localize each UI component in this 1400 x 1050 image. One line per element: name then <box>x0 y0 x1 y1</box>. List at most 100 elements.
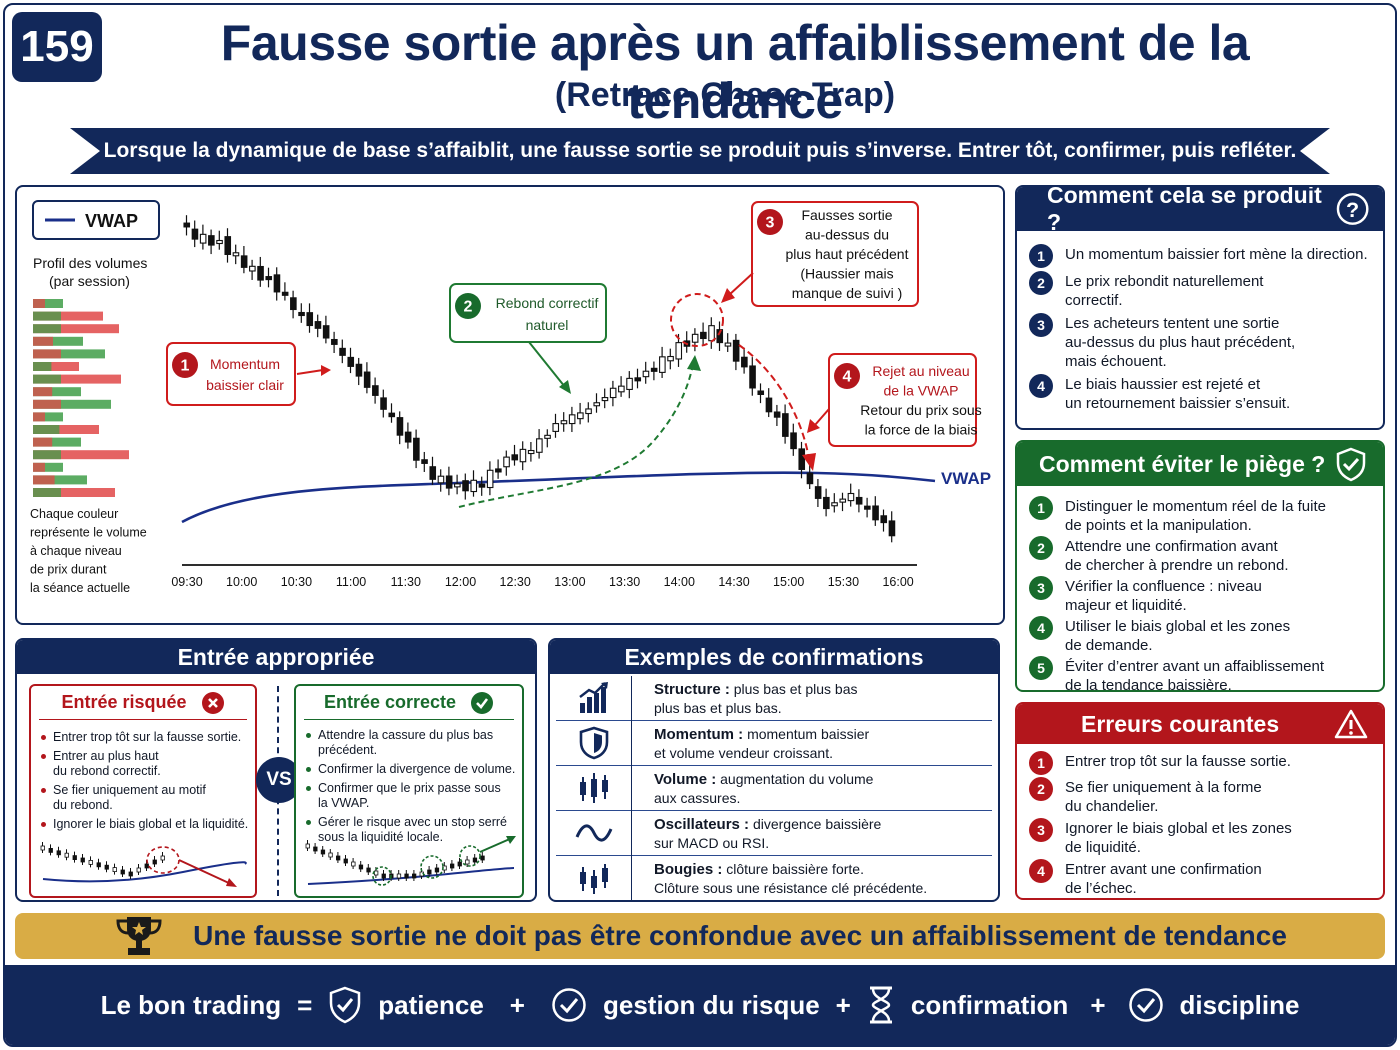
rejection-arrow-head <box>802 453 816 471</box>
list-item-line: mais échouent. <box>1065 353 1167 370</box>
x-tick-label: 14:30 <box>718 575 749 589</box>
candle-body <box>240 255 248 268</box>
profile-note-line: à chaque niveau <box>30 544 122 558</box>
step-number-badge: 2 <box>1029 271 1053 295</box>
candle-body <box>790 432 797 450</box>
example-line-1: Structure : plus bas et plus bas <box>654 680 857 699</box>
list-item-line: de la tendance baissière. <box>1065 677 1232 692</box>
list-item-line: Utiliser le biais global et les zones <box>1065 618 1291 635</box>
mini-candle-body <box>56 850 61 856</box>
footer-risk: gestion du risque <box>602 989 820 1020</box>
example-text-1: augmentation du volume <box>720 770 874 787</box>
candle-body <box>421 459 428 464</box>
list-item: 4 Utiliser le biais global et les zones de… <box>1029 616 1371 655</box>
example-text-1: divergence baissière <box>752 815 882 832</box>
avoid-panel: Comment éviter le piège ? 1 Distinguer le… <box>1015 440 1385 692</box>
list-item-text: Ignorer le biais global et les zones de l… <box>1065 819 1292 857</box>
list-item-text: Vérifier la confluence : niveau majeur et… <box>1065 577 1262 615</box>
candle-body <box>355 363 363 377</box>
profile-title: Profil des volumes <box>33 255 147 271</box>
check-circle-icon <box>552 988 586 1022</box>
footer-bar: Le bon trading = patience + gestion du r… <box>5 965 1395 1045</box>
bullet-item: Ignorer le biais global et la liquidité. <box>39 817 249 832</box>
callout-number-badge <box>834 363 860 389</box>
candle-body <box>503 456 510 468</box>
hourglass-icon <box>869 986 892 1024</box>
risky-entry-head: Entrée risquée <box>39 686 247 720</box>
volume-profile-bar-overlay <box>33 437 53 447</box>
footer-plus-1: + <box>509 989 525 1020</box>
mini-candle-body <box>88 859 93 865</box>
footer-patience: patience <box>378 989 484 1020</box>
candle-body <box>798 448 806 470</box>
x-tick-label: 12:00 <box>445 575 476 589</box>
example-row: Structure : plus bas et plus bas plus bas… <box>556 675 992 721</box>
list-item-line: Distinguer le momentum réel de la fuite <box>1065 498 1326 515</box>
example-text: Volume : augmentation du volume aux cassu… <box>632 770 873 807</box>
callout-line: Rejet au niveau <box>872 363 969 379</box>
callout-2-pointer-head <box>559 380 571 394</box>
example-line-1: Volume : augmentation du volume <box>654 770 873 789</box>
candle-body <box>880 515 888 524</box>
candle-body <box>437 475 445 484</box>
list-item-text: Entrer avant une confirmation de l’échec. <box>1065 860 1262 898</box>
mini-candle-body <box>305 843 310 849</box>
step-number-badge: 3 <box>1029 576 1053 600</box>
mini-candle-body <box>381 873 386 879</box>
mini-candle-body <box>336 855 341 861</box>
bullet-item: Confirmer que le prix passe sous la VWAP. <box>304 781 516 811</box>
list-item: 2 Attendre une confirmation avant de cherc… <box>1029 536 1371 575</box>
mini-candle-body <box>72 855 77 861</box>
step-number-badge: 5 <box>1029 656 1053 680</box>
bullet-line: Se fier uniquement au motif <box>53 783 206 797</box>
example-text-1: plus bas et plus bas <box>733 680 858 697</box>
example-line-1: Momentum : momentum baissier <box>654 725 869 744</box>
volume-profile-bar-overlay <box>33 488 61 497</box>
callout-line: la force de la biais <box>865 422 978 438</box>
list-item: 3 Ignorer le biais global et les zones de … <box>1029 818 1371 857</box>
list-item-text: Le prix rebondit naturellement correctif. <box>1065 272 1263 310</box>
callout-line: Fausses sortie <box>801 207 892 223</box>
volume-profile-bar <box>33 488 115 497</box>
callout-line: Retour du prix sous <box>860 402 981 418</box>
candle-body <box>396 417 404 436</box>
candle-body <box>208 235 215 246</box>
examples-list: Structure : plus bas et plus bas plus bas… <box>550 674 998 900</box>
x-tick-label: 10:00 <box>226 575 257 589</box>
chart-panel: VWAP Profil des volumes (par session) Chaqu… <box>15 185 1005 625</box>
vwap-line <box>181 471 936 524</box>
candle-body <box>183 222 191 228</box>
volume-profile-bar-overlay <box>33 462 45 472</box>
example-text-1: momentum baissier <box>747 725 870 742</box>
trophy-icon <box>116 917 162 955</box>
bullet-line: Entrer au plus haut <box>53 749 159 763</box>
candle-body <box>273 274 281 293</box>
bullet-line: du rebond correctif. <box>53 764 161 778</box>
volume-profile-bar-overlay <box>33 349 61 359</box>
candle-body <box>757 390 765 396</box>
step-number-badge: 3 <box>1029 313 1053 337</box>
example-text-2: sur MACD ou RSI. <box>654 834 770 851</box>
list-item: 2 Se fier uniquement à la forme du chandel… <box>1029 777 1371 816</box>
callout-box <box>828 353 977 447</box>
page-frame <box>3 3 1397 1047</box>
svg-text:?: ? <box>1346 198 1359 222</box>
candlestick-icon <box>556 856 632 900</box>
volume-profile-bar <box>33 374 121 384</box>
candle-body <box>618 385 625 393</box>
candle-body <box>232 252 240 257</box>
page-title: Fausse sortie après un affaiblissement d… <box>220 15 1250 129</box>
callout-line: Momentum <box>210 356 280 372</box>
mini-candle-body <box>160 855 165 861</box>
list-item-line: Se fier uniquement à la forme <box>1065 779 1262 796</box>
bullet-line: Gérer le risque avec un stop serré <box>318 815 507 829</box>
callout-4-pointer <box>814 408 830 426</box>
footer-lead: Le bon trading <box>100 989 282 1020</box>
list-item-line: de demande. <box>1065 637 1153 654</box>
candle-body <box>249 265 256 272</box>
callout-3-pointer <box>728 272 754 296</box>
volume-profile-bar <box>33 475 87 485</box>
mini-candle-body <box>358 864 364 870</box>
correct-list: Attendre la cassure du plus bas précédent… <box>296 720 522 845</box>
candle-body <box>847 492 855 502</box>
